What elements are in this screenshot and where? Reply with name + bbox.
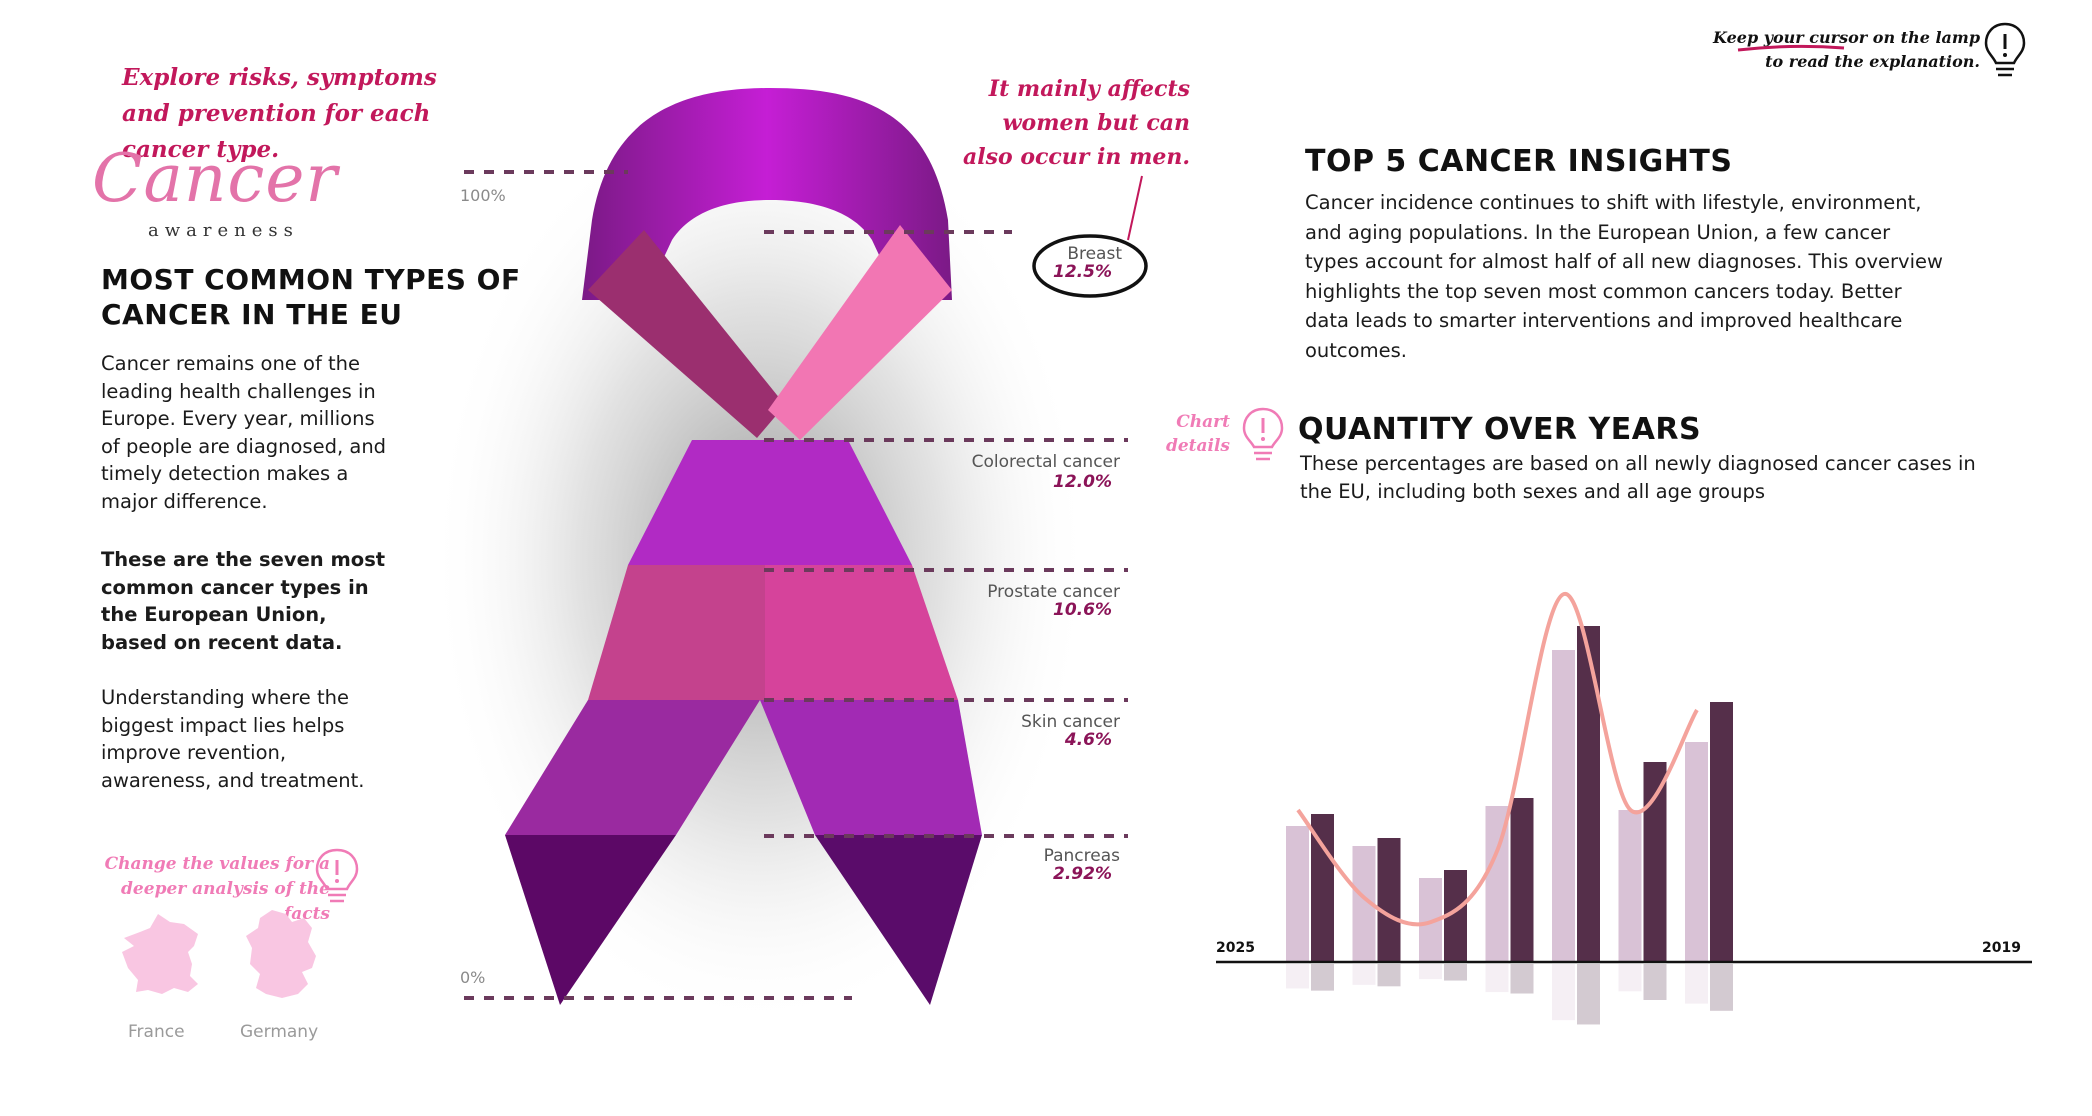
chart-bar-reflection-s2-4 [1510,964,1534,994]
chart-bar-s2-6[interactable] [1643,762,1667,962]
category-name-colorectal[interactable]: Colorectal cancer [971,452,1120,472]
category-value-colorectal: 12.0% [1053,472,1112,492]
germany-label: Germany [240,1022,319,1042]
left-section-title: MOST COMMON TYPES OF CANCER IN THE EU [101,263,521,331]
logo-subtitle: awareness [148,220,299,241]
ribbon-scale-bottom: 0% [460,968,486,987]
chart-bar-reflection-s2-5 [1577,964,1600,1025]
ribbon-band-mid-left [588,565,765,700]
chart-bar-reflection-s1-2 [1352,964,1376,985]
x-axis-end-label: 2019 [1982,940,2021,956]
quantity-title: QUANTITY OVER YEARS [1298,412,1702,447]
chart-bar-s2-5[interactable] [1577,626,1600,962]
france-map-icon[interactable] [118,912,204,996]
chart-bar-s1-7[interactable] [1685,742,1708,962]
category-name-skin[interactable]: Skin cancer [1021,712,1120,732]
note-arrow [1127,175,1143,241]
chart-reflection [1286,964,1733,1025]
lamp-icon[interactable] [1240,405,1286,465]
category-value-skin: 4.6% [1064,730,1112,750]
germany-map-shape [246,910,316,998]
chart-bar-s1-2[interactable] [1352,846,1376,962]
quantity-subtitle: These percentages are based on all newly… [1300,452,1976,503]
mainly-affects-note: It mainly affects women but can also occ… [963,76,1190,170]
france-label: France [128,1022,185,1042]
chart-bar-s2-2[interactable] [1377,838,1401,962]
category-value-pancreas: 2.92% [1053,864,1112,884]
lamp-icon[interactable] [1982,20,2028,82]
cancer-awareness-logo: Cancer awareness [92,140,337,250]
insights-title: TOP 5 CANCER INSIGHTS [1305,144,1733,179]
category-value-breast: 12.5% [1053,262,1112,282]
logo-word: Cancer [92,140,338,217]
chart-details-note: Chart details [1165,412,1230,456]
germany-map-icon[interactable] [242,908,322,1000]
chart-bar-s1-4[interactable] [1485,806,1509,962]
category-name-prostate[interactable]: Prostate cancer [987,582,1120,602]
ribbon-band-mid-right [765,565,958,700]
chart-bar-s1-3[interactable] [1419,878,1442,962]
chart-bar-s1-6[interactable] [1618,810,1642,962]
chart-bar-reflection-s2-3 [1444,964,1467,981]
quantity-bar-chart[interactable]: 2025 2019 [1190,500,2070,1080]
left-paragraph-impact: Understanding where the biggest impact l… [101,686,365,792]
left-paragraph-highlight: These are the seven most common cancer t… [101,548,386,654]
ribbon-band-upper-right [768,225,952,440]
chart-bar-reflection-s1-3 [1419,964,1442,980]
ribbon-leg-left [505,700,760,835]
chart-bar-s2-3[interactable] [1444,870,1467,962]
insights-body: Cancer incidence continues to shift with… [1305,191,1943,362]
ribbon-leg-right [760,700,982,835]
chart-trend-line [1296,592,1699,927]
chart-bar-reflection-s1-5 [1552,964,1575,1021]
ribbon-top-loop [582,88,952,300]
left-paragraph-intro: Cancer remains one of the leading health… [101,352,387,513]
chart-bar-s2-4[interactable] [1510,798,1534,962]
category-value-prostate: 10.6% [1053,600,1112,620]
x-axis-start-label: 2025 [1216,940,1255,956]
ribbon-scale-top: 100% [460,186,506,205]
chart-bar-s1-1[interactable] [1286,826,1309,962]
breast-circle-annotation [1032,234,1148,298]
ribbon-tail-left [505,835,676,1005]
chart-bar-s1-5[interactable] [1552,650,1575,962]
chart-bars [1286,626,1733,962]
hint-underline [1737,44,1845,52]
ribbon-tail-right [815,835,982,1005]
lamp-icon[interactable] [312,846,362,908]
category-name-pancreas[interactable]: Pancreas [1043,846,1120,866]
chart-bar-reflection-s1-6 [1618,964,1642,992]
chart-bar-s2-7[interactable] [1710,702,1733,962]
keep-cursor-hint: Keep your cursor on the lamp to read the… [1700,26,1980,74]
chart-bar-reflection-s1-1 [1286,964,1309,989]
france-map-shape [122,914,198,994]
chart-bar-reflection-s2-2 [1377,964,1401,987]
chart-bar-reflection-s2-1 [1311,964,1334,991]
explore-note: Explore risks, symptoms and prevention f… [122,64,437,163]
ribbon-band-upper-left [588,230,785,438]
chart-bar-reflection-s2-6 [1643,964,1667,1000]
category-name-breast[interactable]: Breast [1067,244,1122,264]
chart-bar-reflection-s2-7 [1710,964,1733,1011]
chart-bar-reflection-s1-4 [1485,964,1509,993]
ribbon-leader-lines [464,170,1128,1000]
keep-cursor-hint-text: Keep your cursor on the lamp to read the… [1713,28,1980,71]
chart-bar-reflection-s1-7 [1685,964,1708,1004]
change-values-note: Change the values for a deeper analysis … [104,854,330,924]
